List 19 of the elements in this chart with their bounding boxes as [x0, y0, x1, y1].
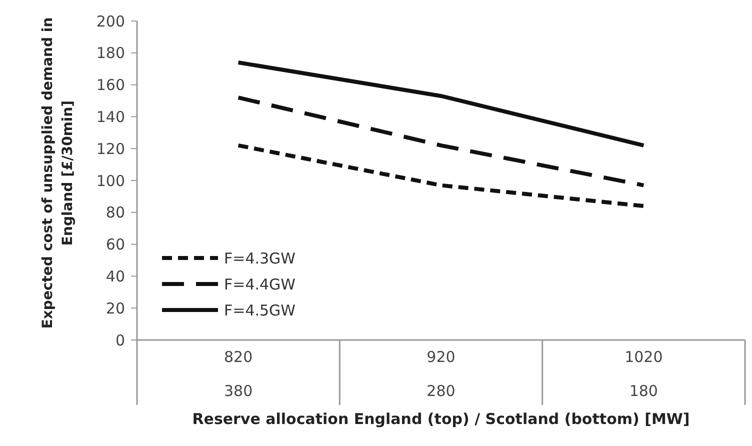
y-tick-label: 120 [96, 140, 125, 158]
x-tick-label: 1020 180 [624, 348, 663, 400]
legend-label: F=4.5GW [224, 301, 296, 320]
legend-label: F=4.4GW [224, 275, 296, 294]
y-tick-label: 80 [106, 204, 125, 222]
x-tick-label: 820 380 [224, 348, 253, 400]
y-tick-label: 20 [106, 299, 125, 318]
y-tick-label: 0 [115, 331, 125, 350]
legend-label: F=4.3GW [224, 249, 296, 268]
y-tick-label: 60 [106, 236, 125, 254]
y-tick-label: 160 [96, 76, 125, 94]
y-tick-label: 100 [96, 172, 125, 190]
y-tick-label: 200 [96, 12, 125, 30]
x-axis-title: Reserve allocation England (top) / Scotland (bottom) [MW] [192, 410, 690, 428]
x-tick-label: 920 280 [426, 348, 456, 400]
y-tick-label: 180 [96, 44, 125, 62]
y-axis-title: Expected cost of unsupplied demand in England [£/30min] [40, 17, 76, 329]
y-tick-label: 140 [96, 108, 125, 126]
y-tick-label: 40 [106, 267, 125, 286]
